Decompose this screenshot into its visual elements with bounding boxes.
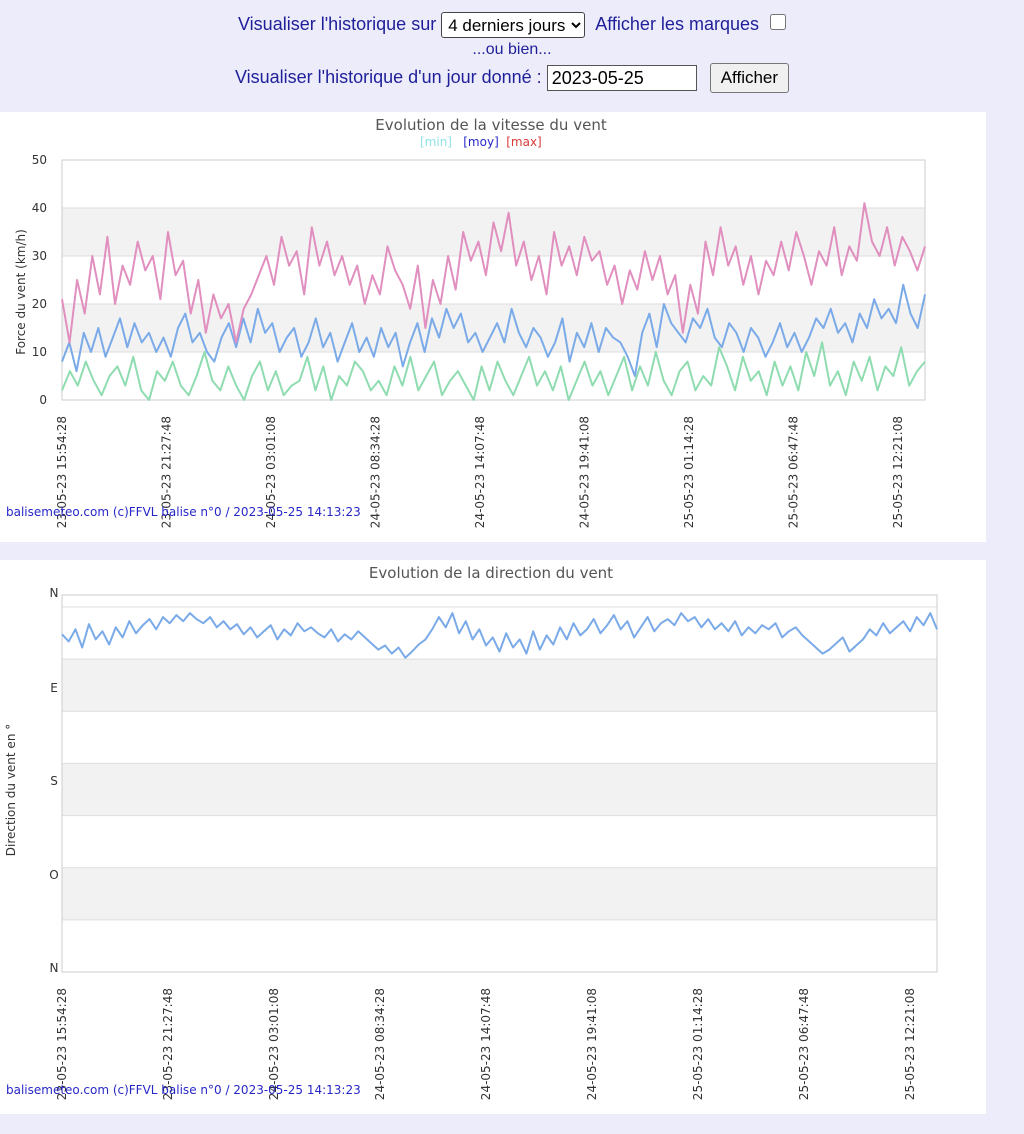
plot-frame [61,594,938,973]
y-tick-label: 10 [32,345,47,359]
legend-item: [min] [420,135,452,149]
wind-direction-panel: N E S O N Evolution de la direction du vent Di… [0,560,986,1114]
x-tick-label: 24-05-23 08:34:28 [373,988,387,1100]
period-row: Visualiser l'historique sur 4 derniers j… [0,12,1024,38]
x-tick-label: 25-05-23 12:21:08 [903,988,917,1100]
x-tick-label: 23-05-23 21:27:48 [161,988,175,1100]
x-tick-label: 25-05-23 01:14:28 [691,988,705,1100]
x-tick-label: 23-05-23 15:54:28 [55,988,69,1100]
chart-title: Evolution de la vitesse du vent [375,116,607,134]
day-label: Visualiser l'historique d'un jour donné … [234,66,542,87]
plot-frame [61,159,926,401]
y-tick-label: E [50,681,58,695]
grid-band [62,867,937,920]
y-tick-label: 40 [32,201,47,215]
wind-direction-chart: N E S O N Evolution de la direction du vent Di… [4,564,938,1100]
legend-item: [max] [506,135,542,149]
x-tick-label: 23-05-23 21:27:48 [160,416,174,528]
period-select[interactable]: 4 derniers jours [441,12,586,38]
x-tick-label: 23-05-23 15:54:28 [55,416,69,528]
marks-checkbox[interactable] [770,14,786,30]
x-tick-label: 24-05-23 14:07:48 [479,988,493,1100]
y-tick-label: 0 [39,393,47,407]
afficher-button[interactable]: Afficher [709,63,790,93]
y-tick-label: S [50,774,58,788]
grid-band [62,763,937,816]
day-input[interactable] [546,65,697,91]
y-tick-label: N [50,586,59,600]
x-tick-label: 25-05-23 06:47:48 [787,416,801,528]
y-tick-label: 30 [32,249,47,263]
y-axis-label: Direction du vent en ° [4,724,18,856]
y-tick-label: O [49,868,58,882]
series-line-min [61,341,926,401]
x-tick-label: 24-05-23 03:01:08 [264,416,278,528]
x-tick-label: 25-05-23 06:47:48 [797,988,811,1100]
period-label: Visualiser l'historique sur [238,13,437,34]
x-tick-label: 24-05-23 19:41:08 [585,988,599,1100]
legend-item: [moy] [463,135,499,149]
chart-title: Evolution de la direction du vent [369,564,613,582]
direction-line [61,612,938,659]
y-tick-label: N [50,961,59,975]
x-tick-label: 24-05-23 08:34:28 [369,416,383,528]
history-controls: Visualiser l'historique sur 4 derniers j… [0,0,1024,104]
series-line-max [61,202,926,344]
chart-footer: balisemeteo.com (c)FFVL balise n°0 / 202… [6,1083,361,1097]
chart-footer: balisemeteo.com (c)FFVL balise n°0 / 202… [6,505,361,519]
marks-label: Afficher les marques [595,13,759,34]
wind-speed-chart: 0 10 20 30 40 50 Evolution de la vitesse du ve… [6,116,926,528]
y-tick-label: 20 [32,297,47,311]
x-tick-label: 24-05-23 03:01:08 [267,988,281,1100]
x-tick-label: 25-05-23 12:21:08 [891,416,905,528]
wind-speed-panel: 0 10 20 30 40 50 Evolution de la vitesse du ve… [0,112,986,542]
grid-band [62,208,925,256]
or-text: ...ou bien... [472,41,552,58]
grid-band [62,659,937,712]
day-row: Visualiser l'historique d'un jour donné … [0,63,1024,93]
y-axis-label: Force du vent (km/h) [14,229,28,355]
x-tick-label: 24-05-23 14:07:48 [473,416,487,528]
x-tick-label: 25-05-23 01:14:28 [682,416,696,528]
x-tick-label: 24-05-23 19:41:08 [578,416,592,528]
series-line-moy [61,283,926,377]
y-tick-label: 50 [32,153,47,167]
